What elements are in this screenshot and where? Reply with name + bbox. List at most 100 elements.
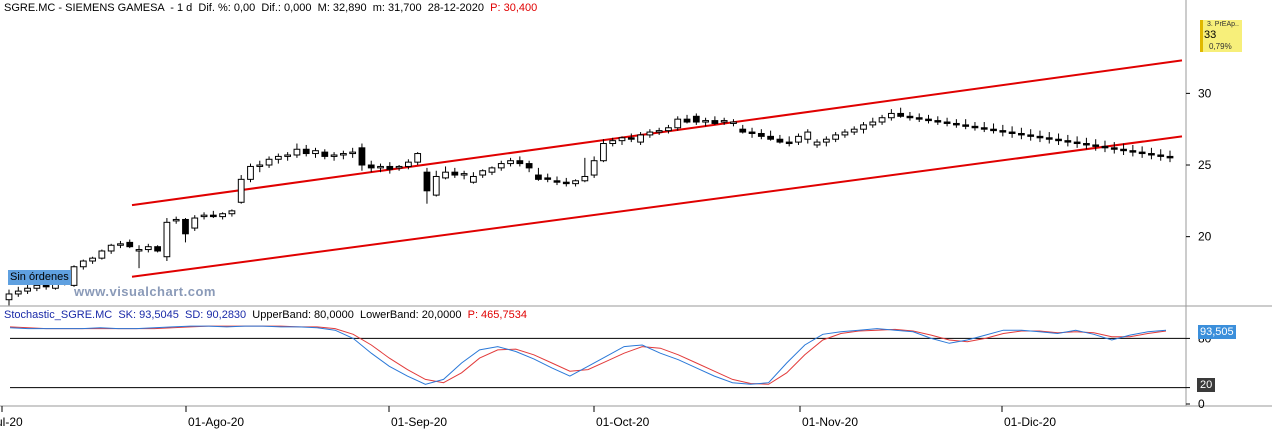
candle-body <box>785 141 793 145</box>
candle <box>897 107 905 118</box>
candle <box>841 129 849 138</box>
candle-body <box>553 180 561 183</box>
candle-body <box>497 163 505 169</box>
candle <box>256 160 264 173</box>
upper-channel-line <box>131 59 1183 207</box>
candle <box>423 167 431 204</box>
candle <box>70 265 78 287</box>
candle <box>1101 140 1109 153</box>
candle-body <box>24 287 31 292</box>
candle-body <box>256 164 264 167</box>
candle <box>209 210 217 219</box>
candle <box>655 127 663 135</box>
stochastic-header: Stochastic_SGRE.MC SK: 93,5045 SD: 90,28… <box>4 309 527 322</box>
price-tick-label: 25 <box>1198 158 1212 172</box>
candle-body <box>395 165 403 169</box>
change-label: Dif.: 0,000 <box>261 2 312 14</box>
candle <box>702 117 709 127</box>
candle-body <box>126 241 134 248</box>
candle <box>860 122 867 134</box>
candle <box>284 152 292 161</box>
candle-body <box>897 112 905 117</box>
no-orders-badge[interactable]: Sin órdenes <box>8 270 71 285</box>
candle-body <box>293 148 301 156</box>
lower-band-tag: 20 <box>1197 378 1216 392</box>
candle-body <box>730 121 737 124</box>
candle <box>562 177 570 187</box>
candle <box>878 114 886 125</box>
candle <box>274 153 282 164</box>
low-label: m: 31,700 <box>372 2 422 14</box>
sk-value-tag: 93,505 <box>1198 325 1236 339</box>
candle <box>442 166 449 180</box>
candle <box>674 116 682 131</box>
date-label: 28-12-2020 <box>427 2 485 14</box>
candle-body <box>89 257 96 262</box>
candle-body <box>228 210 236 215</box>
candle <box>1110 142 1118 154</box>
candle <box>395 165 403 171</box>
candle-body <box>609 140 617 145</box>
candle-body <box>572 180 579 185</box>
candle-body <box>943 121 951 124</box>
candle-body <box>1092 144 1100 147</box>
candle-body <box>600 143 607 162</box>
candle <box>405 159 412 170</box>
candle-body <box>1027 134 1035 137</box>
candle <box>386 162 394 174</box>
candle-body <box>683 118 691 123</box>
candle-body <box>1008 131 1016 134</box>
candle <box>1092 139 1100 151</box>
candle <box>321 149 329 160</box>
candle-body <box>878 117 886 123</box>
candle-body <box>934 120 942 123</box>
candle-body <box>451 171 459 176</box>
candle <box>1036 130 1044 143</box>
candle <box>832 132 840 143</box>
time-tick-label: 01-Ago-20 <box>188 415 244 429</box>
candle <box>646 129 654 138</box>
candle-body <box>860 124 867 130</box>
candle <box>237 175 245 204</box>
candle <box>637 132 644 145</box>
candle-body <box>1157 154 1165 157</box>
chart-header: SGRE.MC - SIEMENS GAMESA - 1 d Dif. %: 0… <box>4 2 538 14</box>
candle-body <box>813 141 821 146</box>
lower-channel-line <box>131 135 1183 278</box>
candle-body <box>79 260 87 268</box>
lower-band-label: LowerBand: 20,0000 <box>359 309 462 321</box>
candle <box>720 117 728 125</box>
candle <box>377 163 384 173</box>
watermark: www.visualchart.com <box>74 284 216 299</box>
candle-body <box>172 218 180 222</box>
candle <box>665 124 672 134</box>
candle-body <box>460 173 468 176</box>
candle-body <box>182 218 189 235</box>
price-tag-value: 33 <box>1204 29 1217 41</box>
candle-body <box>702 120 709 123</box>
candle-body <box>1110 147 1118 150</box>
candle-body <box>200 214 208 218</box>
candle-body <box>544 177 552 180</box>
price-tag-label: 3. PrEAp.. <box>1207 21 1239 28</box>
candle-body <box>869 121 877 126</box>
candle-body <box>581 175 589 182</box>
candle-body <box>154 246 161 252</box>
candle <box>1083 137 1090 150</box>
candle <box>962 119 970 130</box>
candle-body <box>479 170 487 176</box>
candle-body <box>971 125 979 129</box>
candle-body <box>1138 151 1146 155</box>
candle <box>163 218 171 262</box>
series-sk-line <box>9 325 1167 385</box>
candle-body <box>219 213 227 218</box>
candle <box>822 136 830 147</box>
candle-body <box>804 131 812 140</box>
stochastic-name: Stochastic_SGRE.MC <box>4 309 113 321</box>
candle <box>850 126 858 135</box>
candle-body <box>302 148 310 155</box>
candle <box>627 133 635 143</box>
candle-body <box>284 154 292 157</box>
candle-body <box>70 266 78 286</box>
time-tick-label: 01-Oct-20 <box>596 415 650 429</box>
